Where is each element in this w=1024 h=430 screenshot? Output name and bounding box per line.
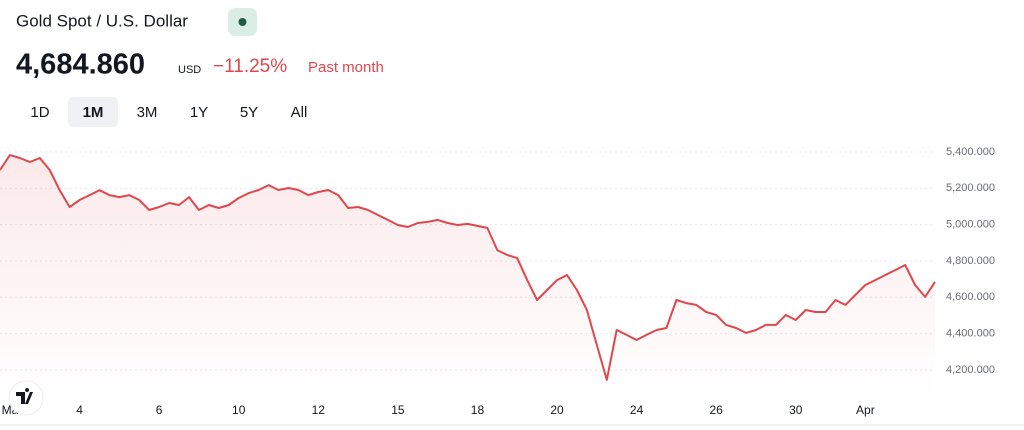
- range-button-label: All: [291, 104, 308, 121]
- range-button[interactable]: 1D: [30, 104, 49, 121]
- x-tick-label: 26: [709, 403, 723, 417]
- range-button[interactable]: 1Y: [190, 104, 208, 121]
- y-tick-label: 5,400.000: [946, 146, 995, 158]
- range-button-label: 3M: [137, 104, 158, 121]
- range-button[interactable]: All: [291, 104, 308, 121]
- range-buttons: 1D 1M 3M 1Y 5Y All: [30, 97, 307, 127]
- x-tick-label: 4: [76, 403, 83, 417]
- x-tick-label: Apr: [856, 403, 875, 417]
- range-button-label: 5Y: [240, 104, 258, 121]
- x-tick-label: 24: [630, 403, 644, 417]
- status-dot: [238, 18, 247, 26]
- x-tick-label: 10: [232, 403, 246, 417]
- change: −11.25%: [213, 56, 287, 77]
- y-tick-label: 5,000.000: [946, 219, 995, 231]
- range-button-label: 1D: [30, 104, 49, 121]
- range-button-label: 1M: [83, 104, 104, 121]
- x-tick-label: 6: [156, 403, 163, 417]
- y-tick-label: 4,200.000: [946, 364, 995, 376]
- x-tick-label: 20: [550, 403, 564, 417]
- x-tick-label: 15: [391, 403, 405, 417]
- range-button-label: 1Y: [190, 104, 208, 121]
- x-tick-label: 18: [471, 403, 485, 417]
- y-tick-label: 4,400.000: [946, 328, 995, 340]
- range-button[interactable]: 3M: [137, 104, 158, 121]
- y-tick-label: 5,200.000: [946, 182, 995, 194]
- price: 4,684.860: [16, 49, 145, 81]
- logo: [8, 380, 44, 416]
- range-button[interactable]: 5Y: [240, 104, 258, 121]
- x-tick-label: 12: [312, 403, 326, 417]
- title: Gold Spot / U.S. Dollar: [16, 11, 188, 30]
- x-tick-label: 30: [789, 403, 803, 417]
- price-line: [0, 154, 936, 381]
- currency: USD: [178, 64, 201, 76]
- range-button[interactable]: 1M: [68, 97, 118, 127]
- plot: 4,200.000 4,400.000 4,600.000 4,800.000 5,00…: [0, 146, 995, 417]
- range-button-bg: [68, 97, 118, 127]
- area-fill: [0, 155, 935, 398]
- y-tick-label: 4,600.000: [946, 291, 995, 303]
- period: Past month: [308, 59, 384, 76]
- y-tick-label: 4,800.000: [946, 255, 995, 267]
